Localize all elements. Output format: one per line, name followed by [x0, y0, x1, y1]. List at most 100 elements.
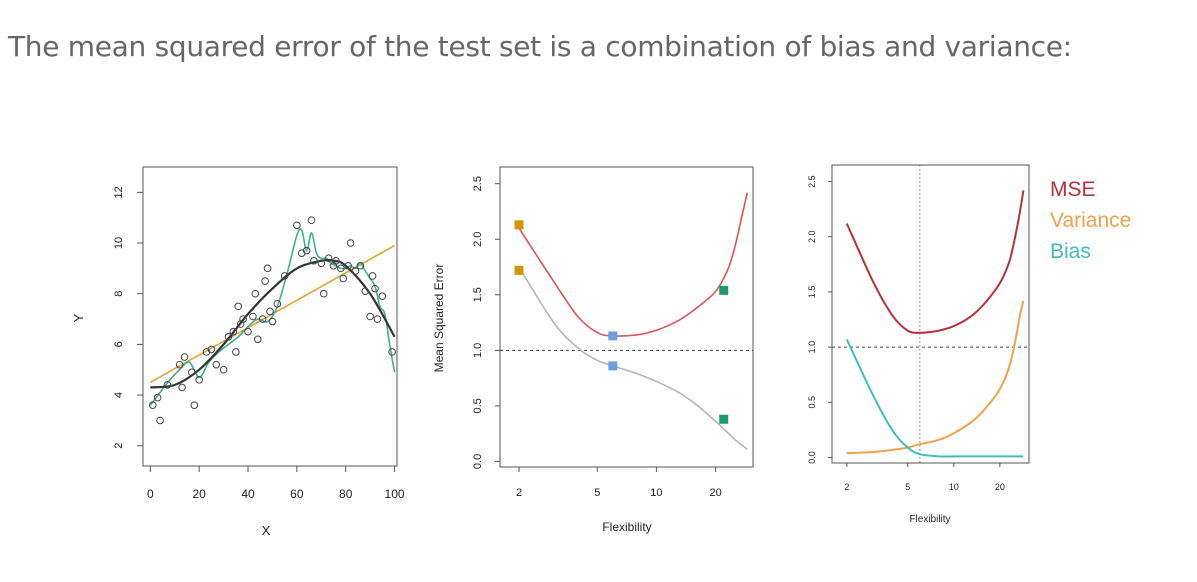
- p1-curves: [149, 228, 396, 406]
- p2-y-tick-label: 1.5: [472, 287, 484, 302]
- p1-point: [207, 345, 216, 354]
- p2-x-ticks: 2 5 10 20: [516, 467, 722, 499]
- p1-y-axis-label: Y: [71, 313, 86, 322]
- p1-point: [378, 292, 387, 301]
- p2-y-ticks: 0.0 0.5 1.0 1.5 2.0 2.5: [472, 176, 500, 469]
- p3-y-ticks: 0.0 0.5 1.0 1.5 2.0 2.5: [807, 175, 832, 464]
- p1-x-tick-label: 20: [192, 487, 206, 501]
- p1-curve: [150, 258, 396, 389]
- p1-point: [366, 312, 374, 321]
- p1-point: [224, 332, 233, 341]
- p3-reference-lines: [832, 165, 1029, 463]
- p1-point: [373, 315, 382, 323]
- p1-x-tick-label: 40: [241, 487, 255, 501]
- p1-point: [280, 272, 289, 280]
- p1-y-ticks: 2 4 6 8 10 12: [113, 186, 143, 449]
- p3-y-tick-label: 0.5: [807, 396, 817, 409]
- p3-curves: [845, 190, 1025, 458]
- p3-plot-frame: [831, 164, 1030, 464]
- p1-point: [188, 368, 196, 377]
- p1-y-tick-label: 2: [113, 443, 125, 449]
- p2-curves: [518, 192, 749, 450]
- p2-marker: [608, 331, 618, 341]
- p1-point: [324, 254, 333, 263]
- p1-point: [302, 246, 311, 255]
- p2-y-tick-label: 0.5: [472, 398, 484, 413]
- p1-point: [212, 360, 221, 369]
- panel-bias-variance: 2 5 10 20 0.0 0.5 1.0 1.5 2.0 2.5 Flexibility MS…: [807, 164, 1131, 525]
- p3-x-tick-label: 20: [995, 482, 1005, 492]
- p3-y-tick-label: 2.0: [807, 230, 817, 243]
- p1-point: [388, 348, 396, 356]
- headline: The mean squared error of the test set i…: [8, 30, 1072, 63]
- p1-point: [180, 353, 189, 361]
- p1-y-tick-label: 6: [113, 341, 125, 347]
- p1-point: [251, 289, 260, 298]
- p1-point: [148, 401, 157, 409]
- p1-point: [307, 216, 316, 225]
- p1-point: [332, 256, 340, 265]
- p1-point: [317, 259, 326, 268]
- p1-x-tick-label: 100: [385, 487, 405, 501]
- p1-point: [310, 256, 318, 265]
- p1-point: [344, 262, 352, 270]
- p1-point: [337, 264, 345, 273]
- p1-point: [253, 335, 262, 344]
- p3-x-tick-label: 2: [844, 482, 849, 492]
- p1-y-tick-label: 10: [113, 237, 125, 249]
- p1-point: [219, 365, 228, 374]
- p3-y-tick-label: 0.0: [807, 451, 817, 464]
- panel-fit-scatter: 0 20 40 60 80 100 2 4 6 8 10 12 X Y: [71, 166, 405, 538]
- p3-curve: [845, 190, 1025, 334]
- p1-point: [361, 287, 370, 295]
- p1-y-tick-label: 8: [113, 291, 125, 297]
- p2-y-tick-label: 1.0: [472, 343, 484, 358]
- p1-x-tick-label: 80: [339, 487, 353, 501]
- p1-point: [234, 302, 243, 311]
- p1-point: [239, 315, 247, 323]
- p2-y-axis-label: Mean Squared Error: [432, 264, 446, 373]
- p1-point: [249, 312, 257, 321]
- p3-x-axis-label: Flexibility: [909, 514, 950, 525]
- p2-markers: [514, 220, 729, 424]
- p3-y-tick-label: 2.5: [807, 175, 817, 188]
- p3-x-tick-label: 10: [949, 482, 959, 492]
- p2-x-axis-label: Flexibility: [602, 520, 651, 534]
- p1-point: [195, 376, 203, 384]
- p2-marker: [719, 414, 729, 424]
- p1-point: [273, 300, 282, 308]
- p1-point: [263, 264, 272, 273]
- p1-curve: [149, 228, 396, 406]
- p1-point: [175, 360, 184, 369]
- p1-point: [258, 315, 267, 323]
- p2-marker: [514, 265, 524, 275]
- p2-x-tick-label: 2: [516, 487, 522, 499]
- p1-point: [268, 317, 277, 326]
- p1-point: [371, 284, 379, 293]
- p2-y-tick-label: 0.0: [472, 454, 484, 469]
- p2-x-tick-label: 10: [650, 487, 662, 499]
- p2-plot-frame: [499, 166, 754, 468]
- p2-x-tick-label: 20: [709, 487, 721, 499]
- p1-point: [339, 274, 348, 283]
- legend-entry: MSE: [1050, 178, 1096, 201]
- p2-y-tick-label: 2.5: [472, 176, 484, 191]
- p1-point: [368, 272, 377, 280]
- p2-marker: [514, 220, 524, 230]
- p3-y-tick-label: 1.5: [807, 286, 817, 299]
- p3-y-tick-label: 1.0: [807, 341, 817, 354]
- p1-point: [351, 267, 360, 275]
- p1-point: [319, 289, 328, 298]
- p1-point: [232, 348, 240, 356]
- legend-entry: Bias: [1050, 240, 1091, 263]
- p3-curve: [845, 338, 1024, 458]
- p2-marker: [719, 285, 729, 295]
- p1-y-tick-label: 4: [113, 392, 125, 398]
- p1-point: [229, 327, 238, 336]
- legend-entry: Variance: [1050, 209, 1131, 232]
- p1-point: [261, 277, 269, 285]
- p3-curve: [846, 300, 1025, 455]
- p1-point: [190, 401, 199, 409]
- p2-marker: [608, 361, 618, 371]
